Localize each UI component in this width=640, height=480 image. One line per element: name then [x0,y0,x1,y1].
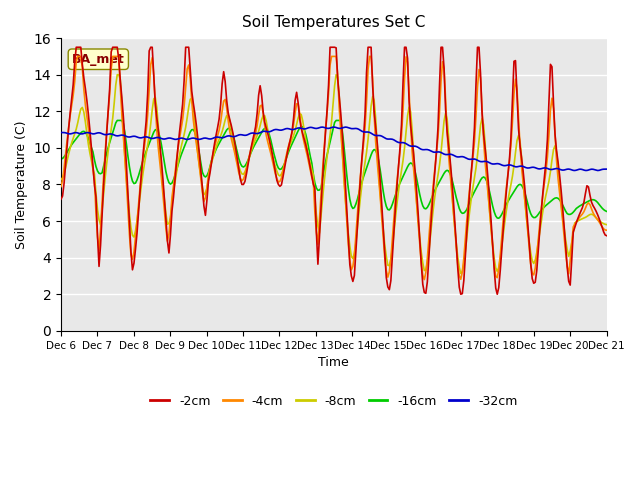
-32cm [574,167,582,172]
-4cm [298,123,305,129]
Line: -8cm: -8cm [61,75,607,274]
-2cm [239,181,247,187]
-4cm [575,215,583,220]
-16cm [57,156,65,162]
Legend: -2cm, -4cm, -8cm, -16cm, -32cm: -2cm, -4cm, -8cm, -16cm, -32cm [145,390,522,413]
-16cm [125,164,133,170]
-32cm [238,132,246,138]
-32cm [603,166,611,172]
-2cm [603,233,611,239]
-2cm [125,219,133,225]
Line: -2cm: -2cm [61,47,607,294]
-2cm [57,196,65,202]
-16cm [298,123,305,129]
-16cm [603,208,611,214]
-2cm [72,44,80,50]
-4cm [603,228,611,233]
-32cm [247,131,255,136]
X-axis label: Time: Time [319,356,349,369]
-4cm [125,232,133,238]
-16cm [575,204,583,209]
-32cm [296,125,303,131]
-2cm [298,125,305,131]
-4cm [239,176,247,182]
-8cm [603,222,611,228]
-2cm [575,212,583,217]
-32cm [124,134,132,140]
-32cm [341,124,349,130]
-16cm [113,118,121,123]
-16cm [239,164,247,170]
Line: -4cm: -4cm [61,57,607,279]
-2cm [249,138,257,144]
-32cm [220,134,227,140]
-4cm [57,184,65,190]
Line: -16cm: -16cm [61,120,607,218]
Title: Soil Temperatures Set C: Soil Temperatures Set C [242,15,426,30]
-8cm [457,271,465,276]
-2cm [457,291,465,297]
-8cm [113,72,121,78]
-8cm [239,171,247,177]
-32cm [57,130,65,135]
-8cm [575,217,583,223]
-16cm [221,130,229,135]
-4cm [221,96,229,102]
-16cm [249,146,257,152]
-2cm [221,79,229,84]
-4cm [249,141,257,146]
-16cm [495,216,502,221]
-8cm [125,211,133,217]
-8cm [298,111,305,117]
-8cm [249,144,257,150]
Line: -32cm: -32cm [61,127,607,170]
-32cm [594,168,602,173]
-4cm [420,276,428,282]
Y-axis label: Soil Temperature (C): Soil Temperature (C) [15,120,28,249]
Text: BA_met: BA_met [72,53,125,66]
-8cm [221,117,229,123]
-8cm [57,177,65,182]
-4cm [74,54,81,60]
